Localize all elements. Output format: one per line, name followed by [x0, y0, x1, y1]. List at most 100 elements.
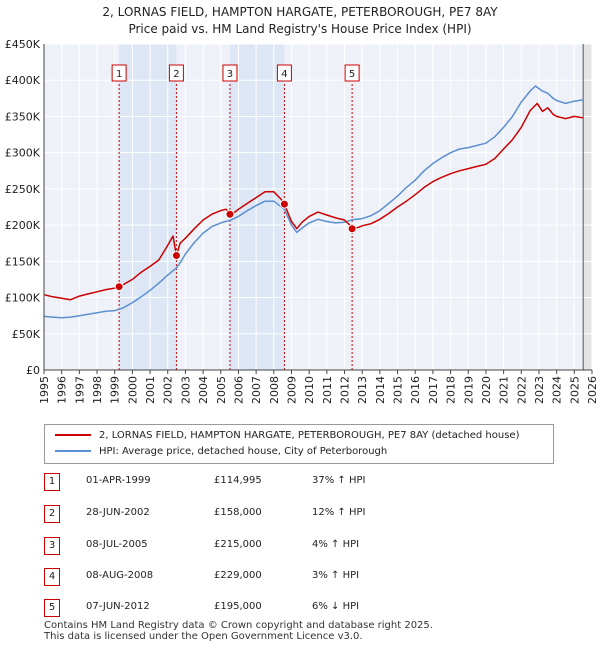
- sale-number-badge: 2: [44, 505, 60, 523]
- x-tick-label: 2005: [215, 376, 228, 404]
- x-tick-label: 2001: [144, 376, 157, 404]
- x-tick-label: 2009: [285, 376, 298, 404]
- x-tick-label: 2012: [339, 376, 352, 404]
- chart-title: 2, LORNAS FIELD, HAMPTON HARGATE, PETERB…: [0, 4, 600, 38]
- sale-date: 01-APR-1999: [86, 475, 151, 486]
- x-tick-label: 2016: [409, 376, 422, 404]
- x-tick-label: 1998: [91, 376, 104, 404]
- sale-date: 08-JUL-2005: [86, 539, 148, 550]
- x-tick-label: 2003: [179, 376, 192, 404]
- legend-label-property: 2, LORNAS FIELD, HAMPTON HARGATE, PETERB…: [99, 430, 520, 441]
- chart-title-line2: Price paid vs. HM Land Registry's House …: [128, 22, 472, 36]
- sale-hpi-diff: 6% ↓ HPI: [312, 601, 360, 612]
- sale-row: 1 01-APR-1999 £114,995 37% ↑ HPI: [0, 472, 600, 492]
- sale-point: [279, 199, 289, 209]
- sale-label-box: [222, 64, 238, 82]
- legend-swatch-hpi: [55, 450, 91, 452]
- footer-copyright: Contains HM Land Registry data © Crown c…: [44, 620, 433, 631]
- legend: 2, LORNAS FIELD, HAMPTON HARGATE, PETERB…: [44, 424, 554, 464]
- y-tick-label: £400K: [5, 74, 41, 87]
- y-tick-label: £450K: [5, 38, 41, 51]
- x-tick-label: 2017: [427, 376, 440, 404]
- sale-row: 3 08-JUL-2005 £215,000 4% ↑ HPI: [0, 536, 600, 556]
- legend-label-hpi: HPI: Average price, detached house, City…: [99, 446, 388, 457]
- sale-label-text: 3: [227, 69, 233, 80]
- x-tick-label: 1995: [38, 376, 51, 404]
- x-tick-label: 2019: [462, 376, 475, 404]
- x-tick-label: 2025: [568, 376, 581, 404]
- x-tick-label: 2004: [197, 376, 210, 404]
- sale-price: £215,000: [214, 539, 262, 550]
- y-tick-label: £200K: [5, 219, 41, 232]
- x-tick-label: 2022: [515, 376, 528, 404]
- x-tick-label: 2010: [303, 376, 316, 404]
- legend-item-hpi: HPI: Average price, detached house, City…: [55, 444, 387, 460]
- y-tick-label: £300K: [5, 147, 41, 160]
- x-tick-label: 2023: [533, 376, 546, 404]
- sale-label-box: [111, 64, 127, 82]
- price-chart: 1 2 3 4 5 £0 £50K £100K £150K £200K £250K £300K £35…: [5, 38, 599, 404]
- sale-number-badge: 5: [44, 599, 60, 617]
- sale-date: 08-AUG-2008: [86, 570, 154, 581]
- sale-point: [171, 251, 181, 261]
- x-tick-label: 2013: [356, 376, 369, 404]
- y-tick-label: £100K: [5, 292, 41, 305]
- x-tick-label: 1996: [56, 376, 69, 404]
- x-tick-label: 2020: [480, 376, 493, 404]
- chart-title-line1: 2, LORNAS FIELD, HAMPTON HARGATE, PETERB…: [102, 5, 498, 19]
- y-tick-label: £350K: [5, 110, 41, 123]
- footer: Contains HM Land Registry data © Crown c…: [44, 620, 433, 642]
- sale-price: £114,995: [214, 475, 262, 486]
- sale-label-box: [168, 64, 184, 82]
- sale-price: £229,000: [214, 570, 262, 581]
- owned-period-band: [119, 44, 177, 370]
- property-price-line: [43, 102, 584, 301]
- x-tick-label: 2024: [551, 376, 564, 404]
- sale-label-text: 2: [173, 69, 179, 80]
- sale-hpi-diff: 4% ↑ HPI: [312, 539, 360, 550]
- legend-item-property: 2, LORNAS FIELD, HAMPTON HARGATE, PETERB…: [55, 428, 519, 444]
- sale-number-badge: 1: [44, 473, 60, 491]
- x-tick-label: 2026: [586, 376, 599, 404]
- y-tick-label: £50K: [12, 328, 41, 341]
- sale-date: 28-JUN-2002: [86, 507, 150, 518]
- sale-price: £195,000: [214, 601, 262, 612]
- sale-point: [114, 282, 124, 292]
- x-tick-label: 2015: [392, 376, 405, 404]
- sale-label-text: 4: [281, 69, 287, 80]
- sale-price: £158,000: [214, 507, 262, 518]
- x-tick-label: 1997: [73, 376, 86, 404]
- sale-row: 5 07-JUN-2012 £195,000 6% ↓ HPI: [0, 598, 600, 618]
- owned-period-band: [229, 44, 285, 370]
- sale-label-box: [276, 64, 292, 82]
- forecast-region: [583, 44, 592, 370]
- sale-label-text: 5: [349, 69, 355, 80]
- sale-point: [225, 209, 235, 219]
- y-tick-label: £0: [26, 364, 40, 377]
- x-tick-label: 2007: [250, 376, 263, 404]
- sale-number-badge: 3: [44, 537, 60, 555]
- x-tick-label: 2000: [126, 376, 139, 404]
- sale-row: 4 08-AUG-2008 £229,000 3% ↑ HPI: [0, 567, 600, 587]
- sale-number-badge: 4: [44, 568, 60, 586]
- x-tick-label: 2002: [162, 376, 175, 404]
- x-tick-label: 2021: [498, 376, 511, 404]
- x-tick-label: 2006: [232, 376, 245, 404]
- sale-row: 2 28-JUN-2002 £158,000 12% ↑ HPI: [0, 504, 600, 524]
- x-tick-label: 2011: [321, 376, 334, 404]
- x-tick-label: 2008: [268, 376, 281, 404]
- hpi-line: [43, 85, 584, 319]
- footer-licence: This data is licensed under the Open Gov…: [44, 631, 363, 642]
- x-tick-label: 1999: [109, 376, 122, 404]
- sale-label-text: 1: [116, 69, 122, 80]
- sale-hpi-diff: 37% ↑ HPI: [312, 475, 366, 486]
- sale-label-box: [344, 64, 360, 82]
- x-tick-label: 2014: [374, 376, 387, 404]
- sale-date: 07-JUN-2012: [86, 601, 150, 612]
- y-tick-label: £250K: [5, 183, 41, 196]
- x-tick-label: 2018: [445, 376, 458, 404]
- sale-hpi-diff: 12% ↑ HPI: [312, 507, 366, 518]
- sale-hpi-diff: 3% ↑ HPI: [312, 570, 360, 581]
- sale-point: [347, 224, 357, 234]
- legend-swatch-property: [55, 434, 91, 436]
